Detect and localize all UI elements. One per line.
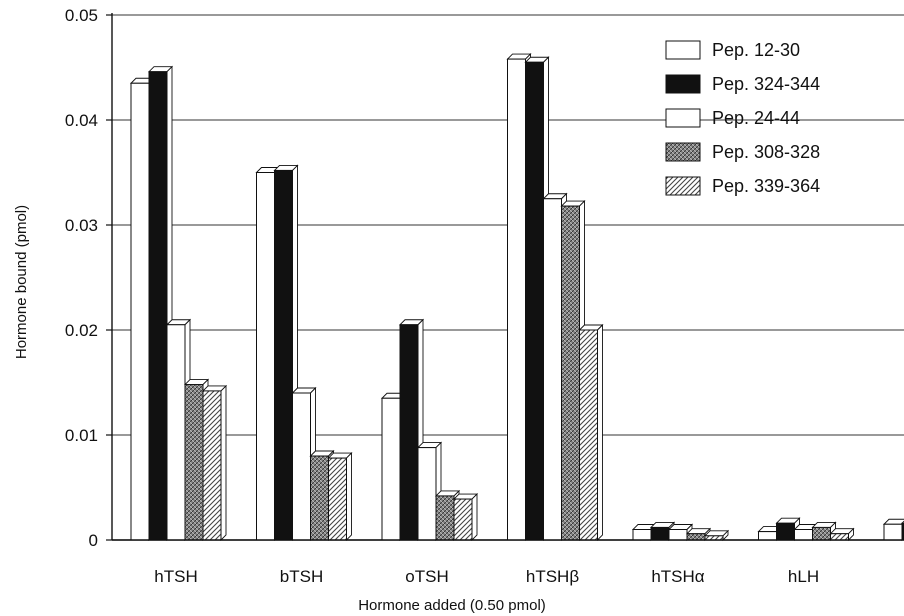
legend: Pep. 12-30 Pep. 324-344 Pep. 24-44 Pep. 308…: [665, 40, 820, 196]
bar: [829, 527, 855, 542]
y-tick-label: 0.03: [65, 216, 98, 235]
x-tick-label: hTSH: [154, 567, 197, 586]
legend-swatch: [665, 142, 701, 162]
x-tick-label: oTSH: [405, 567, 448, 586]
legend-item: Pep. 324-344: [665, 74, 820, 94]
x-axis: hTSHbTSHoTSHhTSHβhTSHαhLHhFSH: [112, 539, 904, 586]
x-tick-label: hTSHβ: [526, 567, 579, 586]
y-tick-label: 0.01: [65, 426, 98, 445]
x-tick-label: hTSHα: [651, 567, 704, 586]
x-tick-label: hLH: [788, 567, 819, 586]
y-axis-title: Hormone bound (pmol): [13, 205, 30, 359]
bar: [291, 386, 317, 542]
legend-label: Pep. 24-44: [712, 108, 800, 128]
legend-item: Pep. 339-364: [665, 176, 820, 196]
legend-swatch: [665, 176, 701, 196]
y-tick-label: 0: [89, 531, 98, 550]
bar: [452, 492, 479, 542]
y-axis: 0 0.01 0.02 0.03 0.04 0.05: [65, 6, 113, 550]
legend-label: Pep. 308-328: [712, 142, 820, 162]
x-axis-title: Hormone added (0.50 pmol): [358, 597, 546, 614]
bar: [578, 323, 604, 542]
bar: [882, 518, 904, 542]
legend-swatch: [665, 74, 701, 94]
y-tick-label: 0.05: [65, 6, 98, 25]
legend-label: Pep. 339-364: [712, 176, 820, 196]
x-tick-label: bTSH: [280, 567, 323, 586]
y-tick-label: 0.02: [65, 321, 98, 340]
bar: [201, 384, 228, 542]
bar: [703, 529, 730, 542]
legend-item: Pep. 24-44: [665, 108, 800, 128]
legend-item: Pep. 308-328: [665, 142, 820, 162]
y-tick-label: 0.04: [65, 111, 98, 130]
legend-label: Pep. 324-344: [712, 74, 820, 94]
legend-swatch: [665, 40, 701, 60]
bar: [327, 452, 353, 542]
legend-label: Pep. 12-30: [712, 40, 800, 60]
legend-item: Pep. 12-30: [665, 40, 800, 60]
legend-swatch: [665, 108, 701, 128]
